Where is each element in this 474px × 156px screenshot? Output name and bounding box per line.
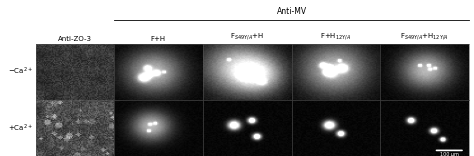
Text: −Ca$^{2+}$: −Ca$^{2+}$ — [9, 66, 33, 77]
Text: Anti-MV: Anti-MV — [276, 7, 307, 16]
Text: +Ca$^{2+}$: +Ca$^{2+}$ — [9, 122, 33, 134]
Text: F$_{S49Y/A}$+H$_{12Y/A}$: F$_{S49Y/A}$+H$_{12Y/A}$ — [401, 32, 449, 42]
Text: F$_{S49Y/A}$+H: F$_{S49Y/A}$+H — [230, 32, 264, 42]
Text: F+H$_{12Y/A}$: F+H$_{12Y/A}$ — [320, 32, 352, 42]
Text: F+H: F+H — [151, 36, 166, 42]
Text: 100 μm: 100 μm — [440, 151, 459, 156]
Text: Anti-ZO-3: Anti-ZO-3 — [58, 36, 91, 42]
